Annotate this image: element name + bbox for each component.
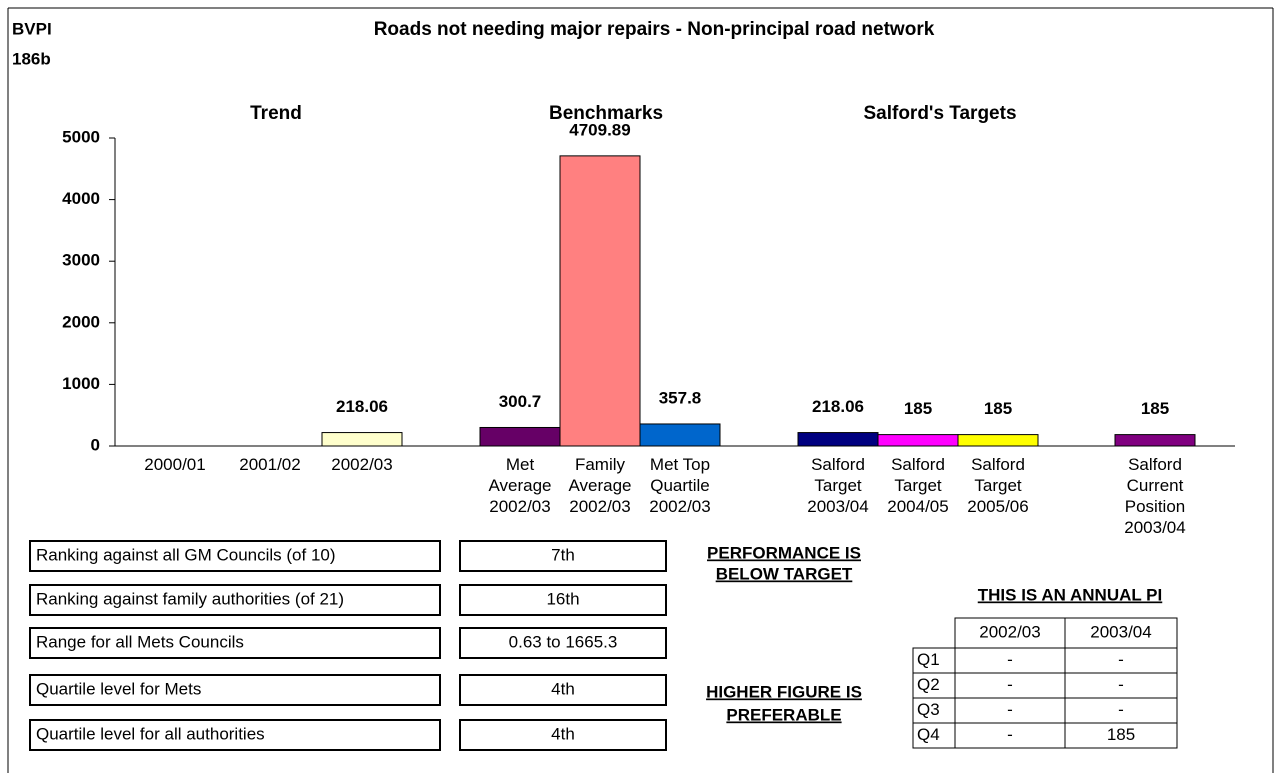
ranking-label: Ranking against all GM Councils (of 10) xyxy=(36,545,336,564)
data-label: 4709.89 xyxy=(569,120,630,139)
ranking-value: 4th xyxy=(551,679,575,698)
data-label: 357.8 xyxy=(659,388,702,407)
table-row xyxy=(912,697,1178,724)
table-row xyxy=(912,672,1178,699)
table-row-label: Q4 xyxy=(917,725,940,744)
bar xyxy=(559,155,641,447)
table-cell-value: - xyxy=(1007,725,1013,744)
note: HIGHER FIGURE IS xyxy=(706,682,862,701)
ranking-box xyxy=(459,719,667,751)
code: BVPI xyxy=(12,19,52,38)
x-tick-label: 2001/02 xyxy=(239,455,300,474)
table-cell-value: 185 xyxy=(1107,725,1135,744)
chart-title: Roads not needing major repairs - Non-pr… xyxy=(374,19,935,40)
table-cell-value: - xyxy=(1118,650,1124,669)
x-tick-label: Salford Target 2003/04 xyxy=(807,455,868,516)
ranking-value: 16th xyxy=(546,589,579,608)
bar xyxy=(479,426,561,447)
quarterly-title: THIS IS AN ANNUAL PI xyxy=(978,585,1163,604)
ranking-box xyxy=(459,584,667,616)
bar xyxy=(1114,434,1196,447)
ranking-label: Range for all Mets Councils xyxy=(36,632,244,651)
table-cell-value: - xyxy=(1007,700,1013,719)
ranking-box xyxy=(29,540,441,572)
ranking-value: 4th xyxy=(551,724,575,743)
x-tick-label: Family Average 2002/03 xyxy=(568,455,631,516)
bar xyxy=(797,432,879,447)
table-row-label: Q2 xyxy=(917,675,940,694)
y-tick-label: 3000 xyxy=(62,251,100,270)
table-cell-value: - xyxy=(1118,675,1124,694)
data-label: 185 xyxy=(1141,399,1169,418)
x-tick-label: Met Average 2002/03 xyxy=(488,455,551,516)
table-row-label: Q1 xyxy=(917,650,940,669)
ranking-value: 7th xyxy=(551,545,575,564)
bar xyxy=(321,432,403,447)
data-label: 185 xyxy=(984,399,1012,418)
note: BELOW TARGET xyxy=(716,564,853,583)
bar xyxy=(639,423,721,447)
ranking-value: 0.63 to 1665.3 xyxy=(509,632,618,651)
y-tick-label: 1000 xyxy=(62,374,100,393)
code: 186b xyxy=(12,49,51,68)
ranking-label: Quartile level for Mets xyxy=(36,679,201,698)
table-cell-value: - xyxy=(1118,700,1124,719)
bar xyxy=(957,434,1039,447)
x-tick-label: Salford Target 2004/05 xyxy=(887,455,948,516)
x-tick-label: 2002/03 xyxy=(331,455,392,474)
section-title: Benchmarks xyxy=(549,103,663,124)
y-tick-label: 2000 xyxy=(62,312,100,331)
data-label: 218.06 xyxy=(336,397,388,416)
table-header: 2002/03 xyxy=(979,622,1040,641)
ranking-box xyxy=(459,674,667,706)
ranking-box xyxy=(29,627,441,659)
table-row-label: Q3 xyxy=(917,700,940,719)
table-cell-value: - xyxy=(1007,650,1013,669)
y-tick-label: 0 xyxy=(91,435,100,454)
table-row xyxy=(912,722,1178,749)
ranking-box xyxy=(29,719,441,751)
section-title: Salford's Targets xyxy=(863,103,1016,124)
ranking-box xyxy=(459,627,667,659)
x-tick-label: Salford Current Position 2003/04 xyxy=(1124,455,1185,537)
section-title: Trend xyxy=(250,103,302,124)
table-header: 2003/04 xyxy=(1090,622,1151,641)
ranking-box xyxy=(29,584,441,616)
ranking-label: Quartile level for all authorities xyxy=(36,724,265,743)
note: PERFORMANCE IS xyxy=(707,543,861,562)
x-tick-label: Met Top Quartile 2002/03 xyxy=(649,455,710,516)
data-label: 218.06 xyxy=(812,397,864,416)
bar xyxy=(877,434,959,447)
table-cell-value: - xyxy=(1007,675,1013,694)
note: PREFERABLE xyxy=(726,705,841,724)
table-row xyxy=(912,647,1178,674)
x-tick-label: 2000/01 xyxy=(144,455,205,474)
y-tick-label: 5000 xyxy=(62,127,100,146)
y-tick-label: 4000 xyxy=(62,189,100,208)
x-tick-label: Salford Target 2005/06 xyxy=(967,455,1028,516)
ranking-box xyxy=(29,674,441,706)
data-label: 185 xyxy=(904,399,932,418)
ranking-label: Ranking against family authorities (of 2… xyxy=(36,589,344,608)
data-label: 300.7 xyxy=(499,392,542,411)
ranking-box xyxy=(459,540,667,572)
